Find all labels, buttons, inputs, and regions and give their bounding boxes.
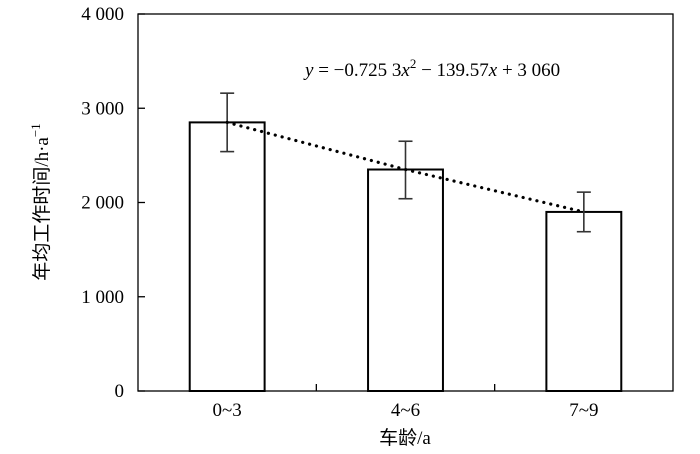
eq-y: y <box>303 60 314 81</box>
y-tick-label: 0 <box>115 381 125 402</box>
x-axis-tick-labels: 0~3 4~6 7~9 <box>213 400 599 421</box>
eq-exp: 2 <box>410 56 417 71</box>
x-tick-label: 0~3 <box>213 400 242 421</box>
trendline-path <box>225 120 586 214</box>
x-axis-ticks <box>315 384 496 391</box>
y-tick-label: 4 000 <box>81 4 124 25</box>
y-tick-label: 1 000 <box>81 287 124 308</box>
y-tick-label: 3 000 <box>81 98 124 119</box>
y-axis-title-sup: −1 <box>28 123 43 137</box>
trendline-equation: y = −0.725 3x2 − 139.57x + 3 060 <box>303 56 560 81</box>
y-tick-label: 2 000 <box>81 193 124 214</box>
bars <box>188 121 623 392</box>
bar <box>545 210 623 392</box>
eq-part3: + 3 060 <box>497 60 560 81</box>
bar <box>188 121 266 392</box>
trendline <box>225 120 586 214</box>
y-axis-ticks <box>138 13 145 392</box>
x-axis-title: 车龄/a <box>379 427 431 449</box>
eq-part1: = −0.725 3 <box>313 60 401 81</box>
eq-part2: − 139.57 <box>416 60 488 81</box>
y-axis-title-main: 年均工作时间/h·a <box>31 137 53 281</box>
y-axis-tick-labels: 0 1 000 2 000 3 000 4 000 <box>81 4 124 402</box>
eq-x2: x <box>488 60 498 81</box>
x-tick-label: 7~9 <box>569 400 598 421</box>
eq-x1: x <box>400 60 410 81</box>
y-axis-title: 年均工作时间/h·a−1 <box>28 123 53 280</box>
bar <box>367 168 444 392</box>
x-tick-label: 4~6 <box>391 400 420 421</box>
